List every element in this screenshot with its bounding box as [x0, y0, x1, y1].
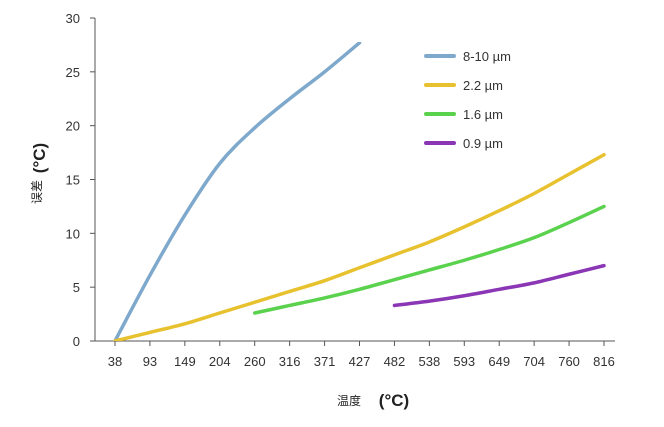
- legend-label: 0.9 µm: [463, 136, 503, 151]
- x-axis-label-unit: (°C): [379, 391, 409, 410]
- x-tick-label: 649: [488, 354, 510, 369]
- error-vs-temperature-chart: 0 5 10 15 20 25 30 38 93 149 204 260 316 371 427 482 53…: [0, 0, 664, 427]
- x-tick-label: 760: [558, 354, 580, 369]
- legend-label: 8-10 µm: [463, 49, 511, 64]
- x-tick-label: 816: [593, 354, 615, 369]
- y-tick-label: 5: [73, 280, 80, 295]
- x-tick-label: 316: [279, 354, 301, 369]
- y-axis-label-unit: (°C): [30, 143, 49, 173]
- x-tick-label: 93: [143, 354, 157, 369]
- x-tick-label: 704: [523, 354, 545, 369]
- x-tick-label: 482: [384, 354, 406, 369]
- x-tick-label: 593: [453, 354, 475, 369]
- legend-label: 2.2 µm: [463, 78, 503, 93]
- x-tick-label: 371: [314, 354, 336, 369]
- y-tick-label: 25: [66, 65, 80, 80]
- y-tick-label: 20: [66, 119, 80, 134]
- y-tick-label: 15: [66, 173, 80, 188]
- x-axis-label-text: 温度: [337, 393, 361, 408]
- x-tick-label: 538: [419, 354, 441, 369]
- x-tick-label: 260: [244, 354, 266, 369]
- y-tick-label: 30: [66, 11, 80, 26]
- y-tick-label: 10: [66, 226, 80, 241]
- y-axis-label-text: 误差: [30, 180, 44, 204]
- y-tick-label: 0: [73, 334, 80, 349]
- x-tick-label: 38: [108, 354, 122, 369]
- x-tick-label: 149: [174, 354, 196, 369]
- x-tick-label: 204: [209, 354, 231, 369]
- x-tick-label: 427: [349, 354, 371, 369]
- legend-label: 1.6 µm: [463, 107, 503, 122]
